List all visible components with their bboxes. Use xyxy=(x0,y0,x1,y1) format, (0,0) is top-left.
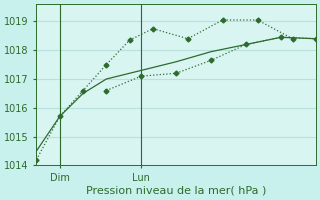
X-axis label: Pression niveau de la mer( hPa ): Pression niveau de la mer( hPa ) xyxy=(86,186,266,196)
